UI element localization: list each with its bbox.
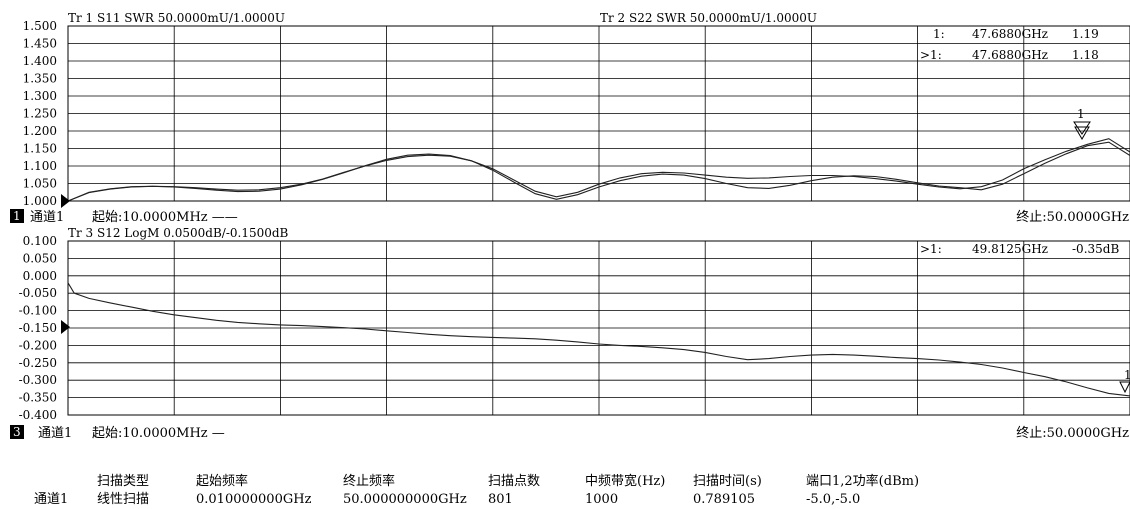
y-tick-label: 1.150	[23, 142, 57, 156]
table-cell-if-bw: 1000	[585, 492, 618, 505]
top-smith-swr-plot: 1.500 1.450 1.400 1.350 1.300 1.250 1.200 1.150…	[10, 11, 1130, 225]
table-header-port-power: 端口1,2功率(dBm)	[806, 473, 919, 489]
bottom-start-label: 起始:10.0000MHz —	[92, 426, 225, 441]
table-cell-sweep-type: 线性扫描	[97, 492, 149, 505]
top-marker-triangle: 1	[1074, 107, 1090, 139]
y-tick-label: -0.400	[19, 408, 57, 422]
top-channel-badge-number: 1	[13, 209, 21, 223]
top-start-label: 起始:10.0000MHz ——	[92, 210, 238, 225]
table-cell-stop-freq: 50.000000000GHz	[343, 492, 467, 505]
y-tick-label: 1.000	[23, 194, 57, 208]
table-header-if-bw: 中频带宽(Hz)	[585, 473, 665, 489]
y-tick-label: -0.100	[19, 304, 57, 318]
marker1-value: 1.19	[1072, 27, 1099, 41]
y-tick-label: 0.100	[23, 234, 57, 248]
y-tick-label: 1.100	[23, 159, 57, 173]
y-tick-label: 1.350	[23, 72, 57, 86]
table-header-points: 扫描点数	[488, 474, 540, 489]
y-tick-label: 1.050	[23, 177, 57, 191]
y-tick-label: -0.350	[19, 391, 57, 405]
y-tick-label: 1.200	[23, 124, 57, 138]
top-channel-label: 通道1	[30, 210, 64, 225]
bottom-channel-badge-number: 3	[13, 425, 21, 439]
bottom-stop-label: 终止:50.0000GHz	[1016, 425, 1129, 441]
bottom-plot-grid	[68, 241, 1130, 415]
y-tick-label: 1.500	[23, 19, 57, 33]
trace2-label: Tr 2 S22 SWR 50.0000mU/1.0000U	[600, 11, 817, 25]
sweep-settings-table: 扫描类型 起始频率 终止频率 扫描点数 中频带宽(Hz) 扫描时间(s) 端口1…	[34, 473, 919, 505]
svg-text:1: 1	[1077, 107, 1085, 121]
y-tick-label: 1.400	[23, 54, 57, 68]
y-tick-label: 1.250	[23, 107, 57, 121]
marker2-freq: 47.6880GHz	[972, 48, 1048, 62]
y-tick-label: -0.300	[19, 373, 57, 387]
table-cell-start-freq: 0.010000000GHz	[196, 492, 312, 505]
y-tick-label: 0.000	[23, 269, 57, 283]
marker3-value: -0.35dB	[1072, 242, 1119, 256]
table-cell-sweep-time: 0.789105	[693, 492, 755, 505]
bottom-reference-arrow	[61, 320, 70, 334]
svg-text:1: 1	[1124, 368, 1130, 382]
table-header-stop-freq: 终止频率	[343, 473, 395, 489]
y-tick-label: -0.050	[19, 286, 57, 300]
top-y-tick-labels: 1.500 1.450 1.400 1.350 1.300 1.250 1.200 1.150…	[23, 19, 57, 208]
y-tick-label: -0.250	[19, 356, 57, 370]
table-row-label: 通道1	[34, 492, 68, 505]
marker1-label: 1:	[933, 27, 945, 41]
table-header-sweep-type: 扫描类型	[97, 474, 149, 489]
trace3-label: Tr 3 S12 LogM 0.0500dB/-0.1500dB	[68, 226, 289, 240]
y-tick-label: 1.450	[23, 37, 57, 51]
marker3-freq: 49.8125GHz	[972, 242, 1048, 256]
trace1-label: Tr 1 S11 SWR 50.0000mU/1.0000U	[68, 11, 285, 25]
y-tick-label: -0.200	[19, 338, 57, 352]
top-plot-grid	[68, 26, 1130, 201]
marker1-freq: 47.6880GHz	[972, 27, 1048, 41]
bottom-y-tick-labels: 0.100 0.050 0.000 -0.050 -0.100 -0.150 -0.200 -…	[19, 234, 57, 422]
table-header-start-freq: 起始频率	[196, 473, 248, 489]
bottom-logm-plot: 0.100 0.050 0.000 -0.050 -0.100 -0.150 -0.200 -…	[10, 226, 1130, 441]
top-reference-arrow	[61, 194, 70, 208]
marker2-value: 1.18	[1072, 48, 1099, 62]
table-cell-port-power: -5.0,-5.0	[806, 492, 860, 505]
y-tick-label: 1.300	[23, 89, 57, 103]
y-tick-label: -0.150	[19, 321, 57, 335]
table-cell-points: 801	[488, 492, 513, 505]
marker2-label: >1:	[920, 48, 942, 62]
marker3-label: >1:	[920, 242, 942, 256]
top-stop-label: 终止:50.0000GHz	[1016, 209, 1129, 225]
table-header-sweep-time: 扫描时间(s)	[693, 474, 762, 489]
bottom-channel-label: 通道1	[38, 426, 72, 441]
y-tick-label: 0.050	[23, 251, 57, 265]
